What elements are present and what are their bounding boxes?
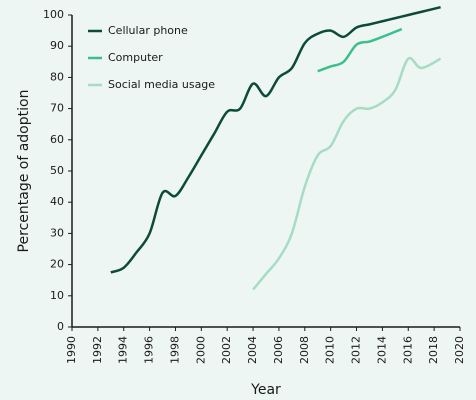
y-tick-label: 50: [50, 164, 64, 177]
y-tick-label: 70: [50, 102, 64, 115]
x-tick-label: 2008: [298, 336, 311, 364]
y-tick-label: 80: [50, 70, 64, 83]
x-tick-label: 1992: [91, 336, 104, 364]
line: [110, 5, 441, 274]
legend-label: Social media usage: [108, 78, 215, 91]
x-tick-label: 2012: [350, 336, 363, 364]
y-tick-label: 60: [50, 133, 64, 146]
line: [252, 56, 442, 291]
y-tick-label: 40: [50, 195, 64, 208]
y-axis-title: Percentage of adoption: [16, 90, 32, 253]
y-tick-label: 30: [50, 226, 64, 239]
x-tick-label: 2000: [194, 336, 207, 364]
line: [317, 27, 403, 73]
legend-label: Cellular phone: [108, 24, 188, 37]
x-tick-label: 1994: [117, 336, 130, 364]
x-tick-label: 2002: [220, 336, 233, 364]
x-tick-label: 1990: [65, 336, 78, 364]
x-tick-label: 2006: [272, 336, 285, 364]
y-tick-label: 20: [50, 258, 64, 271]
x-tick-label: 2018: [427, 336, 440, 364]
x-tick-label: 2004: [246, 336, 259, 364]
x-tick-label: 2016: [401, 336, 414, 364]
x-axis-title: Year: [250, 382, 281, 398]
x-tick-label: 1998: [168, 336, 181, 364]
y-tick-label: 90: [50, 39, 64, 52]
x-tick-label: 1996: [143, 336, 156, 364]
legend-label: Computer: [108, 51, 163, 64]
y-tick-label: 0: [57, 320, 64, 333]
x-tick-label: 2010: [324, 336, 337, 364]
x-tick-label: 2014: [375, 336, 388, 364]
x-tick-label: 2020: [453, 336, 466, 364]
y-tick-label: 100: [43, 8, 64, 21]
y-tick-label: 10: [50, 289, 64, 302]
